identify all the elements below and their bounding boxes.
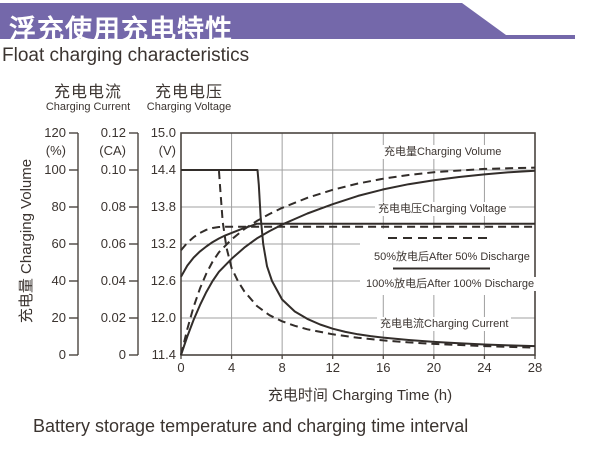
legend-after-100-discharge: 100%放电后After 100% Discharge bbox=[363, 277, 538, 291]
x-tick-label: 24 bbox=[477, 360, 492, 375]
voltage-axis-title-en: Charging Voltage bbox=[146, 101, 232, 113]
charging-voltage-curve-label: 充电电压Charging Voltage bbox=[375, 202, 510, 216]
x-tick-label: 20 bbox=[426, 360, 442, 375]
voltage-axis-header: 充电电压 Charging Voltage bbox=[134, 85, 244, 114]
page-title-zh: 浮充使用充电特性 bbox=[9, 15, 233, 45]
plot-frame bbox=[180, 132, 536, 356]
curve-charging-current-after-50-discharge bbox=[181, 169, 536, 349]
voltage-unit-label: (V) bbox=[158, 143, 176, 158]
volume-tick-label: 100 bbox=[44, 162, 66, 177]
voltage-tick-label: 12.0 bbox=[150, 310, 176, 325]
charging-current-curve-label: 充电电流Charging Current bbox=[377, 317, 512, 331]
current-tick-label: 0.12 bbox=[100, 125, 126, 140]
volume-tick-label: 40 bbox=[51, 273, 66, 288]
curve-charging-current-after-100-discharge bbox=[181, 169, 536, 348]
volume-tick-label: 60 bbox=[51, 236, 66, 251]
x-tick-label: 8 bbox=[278, 360, 286, 375]
legend-after-50-discharge: 50%放电后After 50% Discharge bbox=[371, 250, 533, 264]
charging-volume-curve-label: 充电量Charging Volume bbox=[381, 145, 505, 159]
curve-charging-voltage-after-50-discharge bbox=[180, 225, 535, 251]
current-tick-label: 0.06 bbox=[100, 236, 126, 251]
voltage-tick-label: 15.0 bbox=[150, 125, 176, 140]
current-unit-label: (CA) bbox=[99, 143, 126, 158]
current-axis-title-zh: 充电电流 bbox=[53, 84, 122, 101]
current-axis-header: 充电电流 Charging Current bbox=[30, 85, 146, 114]
x-tick-label: 4 bbox=[227, 360, 236, 375]
curve-charging-volume-after-100-discharge bbox=[180, 169, 536, 356]
current-tick-label: 0 bbox=[118, 347, 126, 362]
x-tick-label: 16 bbox=[376, 360, 391, 375]
current-tick-label: 0.10 bbox=[100, 162, 126, 177]
page-title-en: Float charging characteristics bbox=[2, 45, 250, 66]
curve-charging-voltage-after-100-discharge bbox=[180, 222, 535, 278]
current-tick-label: 0.08 bbox=[100, 199, 126, 214]
volume-tick-label: 20 bbox=[51, 310, 66, 325]
voltage-tick-label: 11.4 bbox=[151, 347, 176, 362]
voltage-tick-label: 13.8 bbox=[150, 199, 176, 214]
x-tick-label: 28 bbox=[527, 360, 543, 375]
bottom-caption: Battery storage temperature and charging… bbox=[33, 416, 469, 436]
voltage-axis-title-zh: 充电电压 bbox=[154, 84, 223, 101]
volume-tick-label: 0 bbox=[58, 347, 66, 362]
volume-unit-label: (%) bbox=[45, 143, 66, 158]
voltage-tick-label: 12.6 bbox=[150, 273, 176, 288]
curve-charging-volume-after-50-discharge bbox=[180, 166, 536, 356]
voltage-tick-label: 13.2 bbox=[150, 236, 176, 251]
volume-tick-label: 120 bbox=[44, 125, 66, 140]
current-tick-label: 0.02 bbox=[100, 310, 126, 325]
volume-tick-label: 80 bbox=[51, 199, 66, 214]
voltage-tick-label: 14.4 bbox=[150, 162, 176, 177]
current-axis-title-en: Charging Current bbox=[45, 101, 131, 113]
x-tick-label: 12 bbox=[325, 360, 340, 375]
x-axis-label: 充电时间 Charging Time (h) bbox=[267, 387, 453, 404]
x-tick-label: 0 bbox=[177, 360, 185, 375]
current-tick-label: 0.04 bbox=[100, 273, 126, 288]
